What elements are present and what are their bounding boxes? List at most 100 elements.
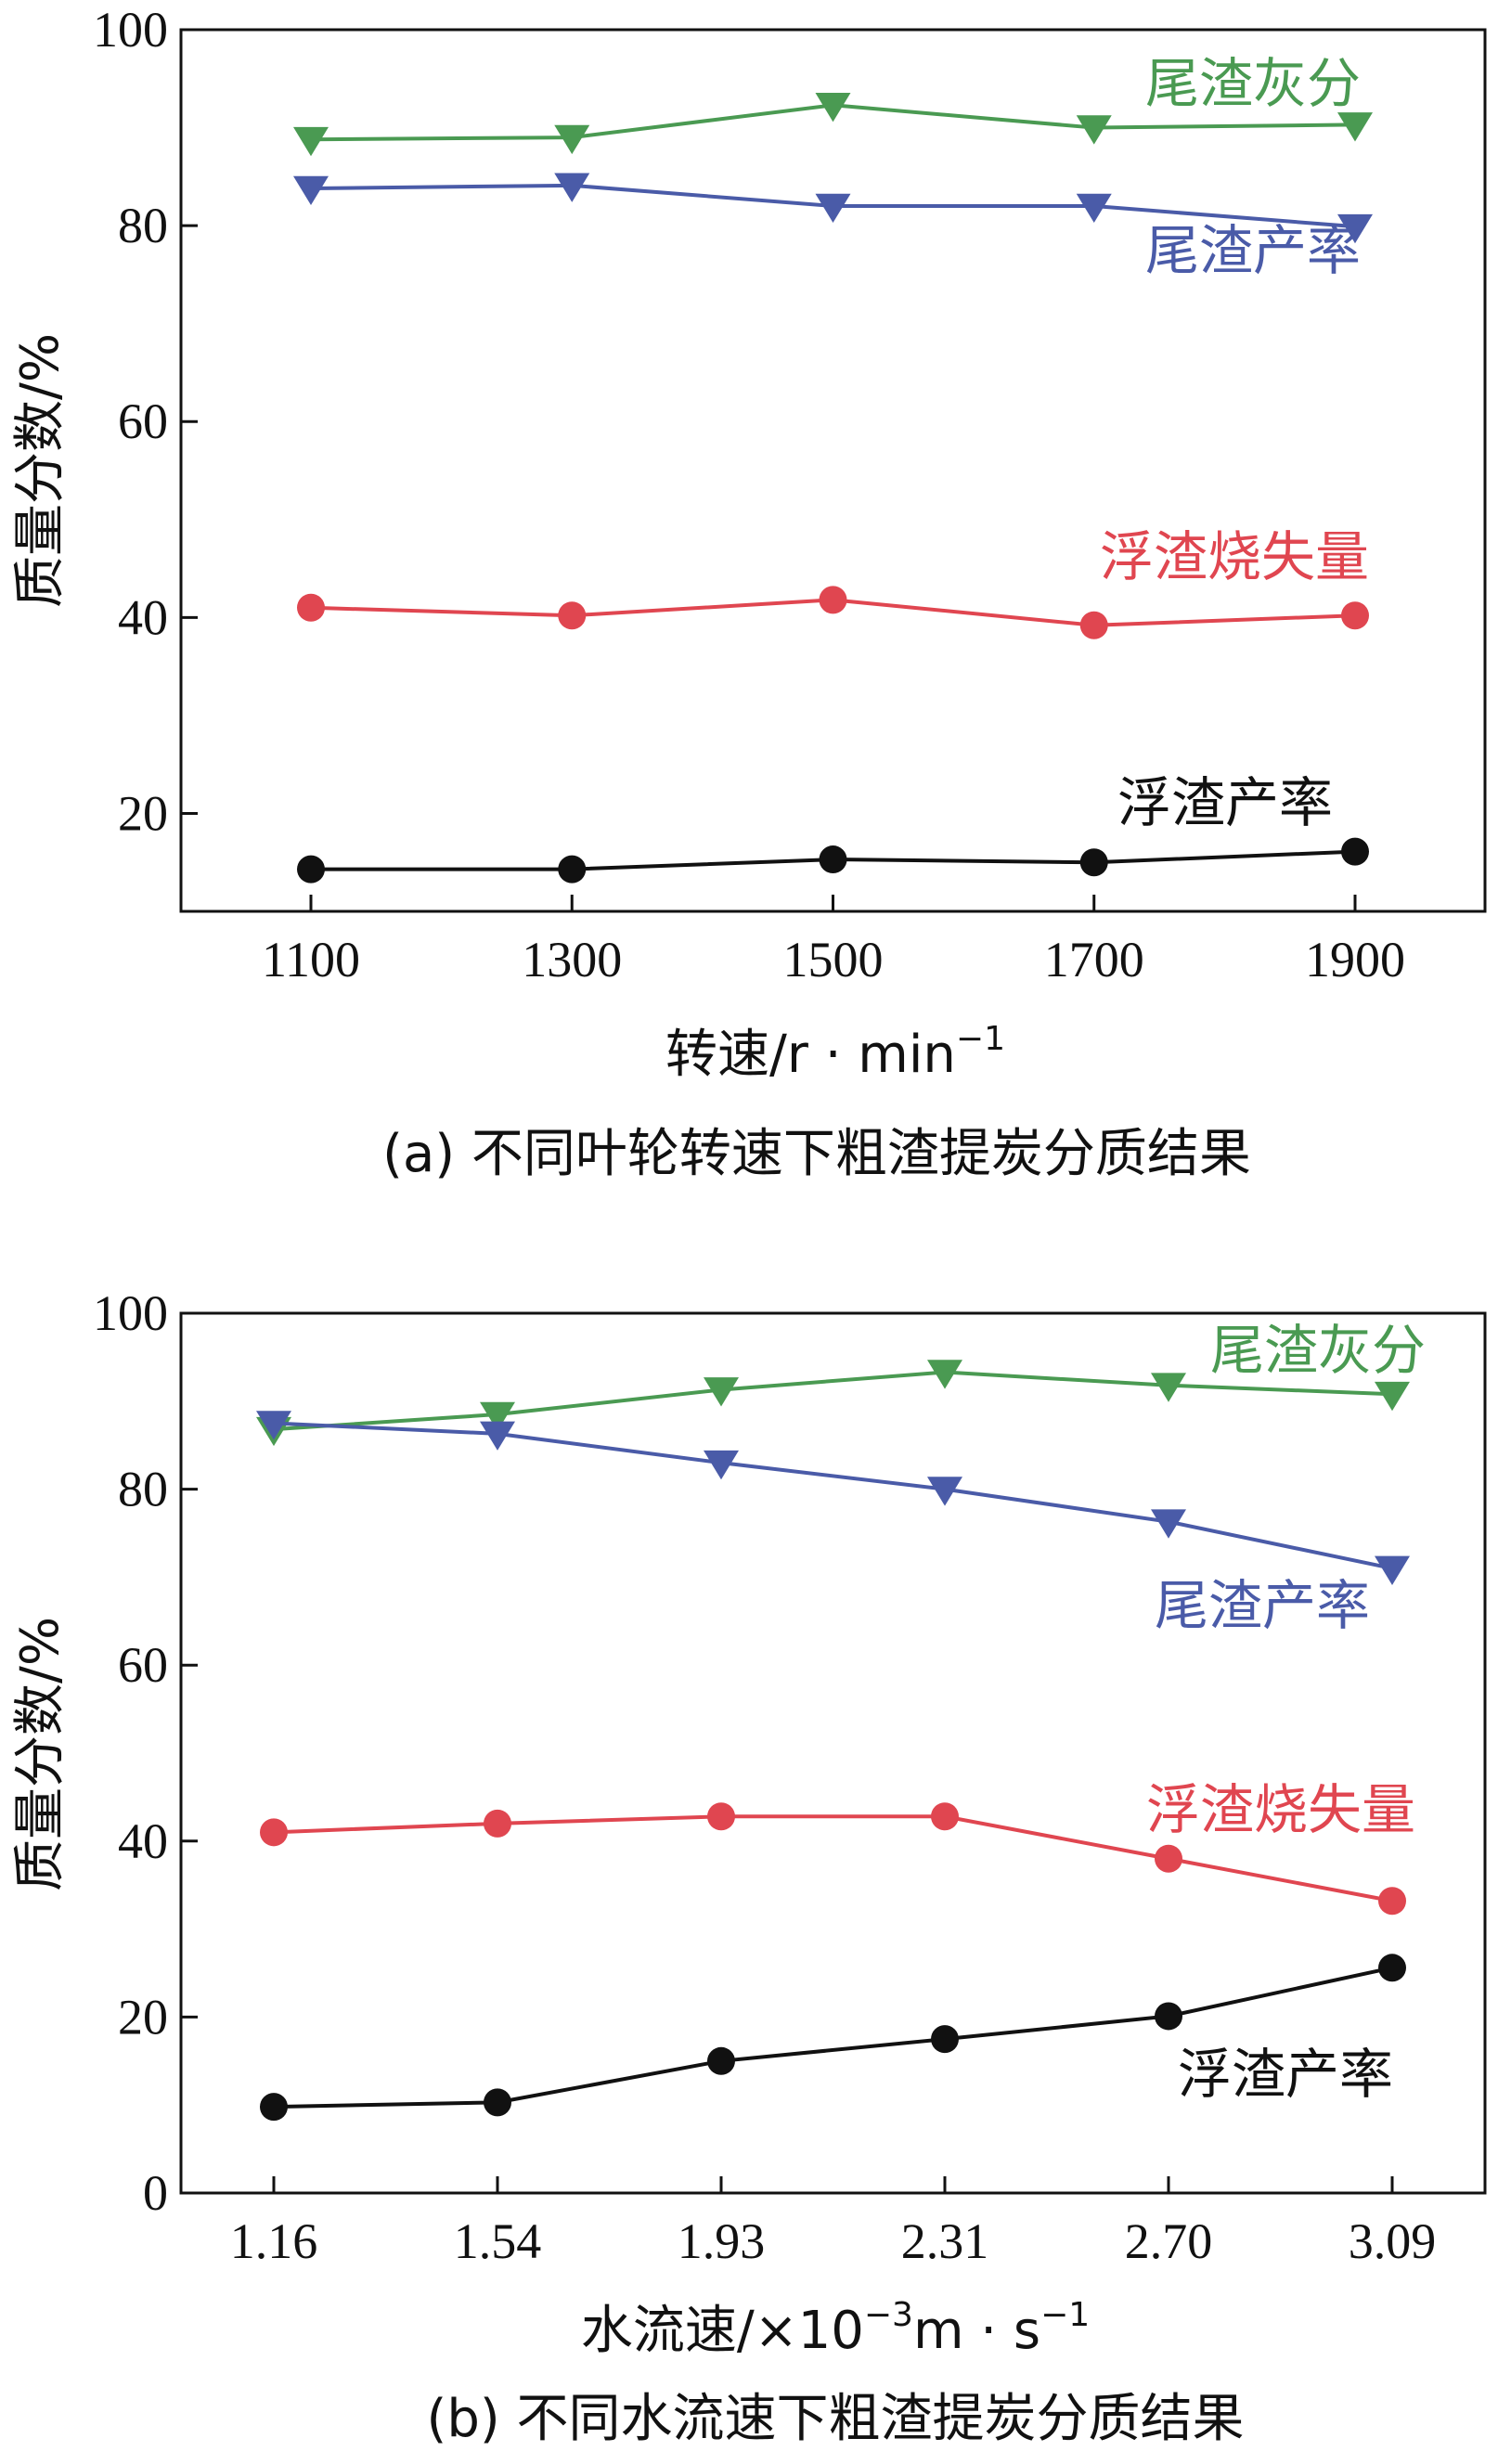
data-point — [484, 2088, 511, 2117]
series-尾渣产率 — [293, 173, 1373, 244]
data-point — [480, 1421, 515, 1451]
data-point — [1378, 1887, 1406, 1916]
y-tick-label: 40 — [118, 1813, 168, 1869]
x-tick-label: 1300 — [522, 932, 622, 987]
series-group-a — [293, 92, 1373, 884]
series-label: 浮渣产率 — [1178, 2043, 1393, 2106]
data-point — [1079, 611, 1108, 639]
y-tick-label: 0 — [143, 2165, 168, 2221]
x-axis-b: 1.16 1.54 1.93 2.31 2.70 3.09 — [230, 2176, 1437, 2269]
data-point — [931, 1802, 959, 1831]
data-point — [1151, 1373, 1186, 1402]
data-point — [297, 593, 325, 622]
series-尾渣灰分 — [293, 92, 1373, 157]
series-浮渣烧失量 — [297, 586, 1369, 639]
series-line — [273, 1814, 1393, 1903]
data-point — [1079, 848, 1108, 877]
data-point — [256, 1411, 291, 1440]
y-axis-title-a: 质量分数/% — [10, 333, 71, 608]
series-label: 浮渣烧失量 — [1100, 525, 1369, 588]
data-point — [554, 173, 590, 202]
data-point — [819, 845, 847, 874]
series-label: 浮渣烧失量 — [1146, 1778, 1415, 1841]
y-tick-label: 40 — [118, 589, 168, 645]
data-point — [704, 1450, 739, 1480]
x-axis-title-b-sup2: −1 — [1040, 2296, 1090, 2334]
x-tick-label: 1.16 — [230, 2213, 318, 2269]
panel-a: 20 40 60 80 100 1100 1300 1500 1700 1900 尾渣灰分尾渣产… — [10, 2, 1487, 1184]
series-浮渣产率 — [260, 1954, 1406, 2122]
data-point — [927, 1477, 962, 1506]
x-axis-title-a-sup: −1 — [956, 1020, 1005, 1058]
data-point — [704, 1377, 739, 1407]
data-point — [815, 92, 851, 123]
y-tick-label: 80 — [118, 198, 168, 253]
y-tick-label: 100 — [93, 2, 168, 58]
data-point — [558, 601, 587, 630]
x-tick-label: 1.93 — [678, 2213, 766, 2269]
x-tick-label: 1.54 — [454, 2213, 542, 2269]
caption-a: (a) 不同叶轮转速下粗渣提炭分质结果 — [382, 1124, 1251, 1184]
y-tick-label: 60 — [118, 393, 168, 449]
y-axis-a: 20 40 60 80 100 — [93, 2, 198, 841]
x-axis-a: 1100 1300 1500 1700 1900 — [262, 895, 1405, 987]
x-tick-label: 2.31 — [901, 2213, 989, 2269]
data-point — [293, 175, 329, 206]
data-point — [815, 193, 851, 224]
data-point — [819, 586, 847, 614]
series-label: 尾渣灰分 — [1145, 52, 1361, 115]
x-axis-title-b-main: 水流速/×10 — [581, 2301, 864, 2361]
data-point — [707, 1802, 735, 1831]
y-axis-title-b: 质量分数/% — [10, 1617, 71, 1891]
series-line — [273, 1966, 1393, 2109]
x-tick-label: 1100 — [262, 932, 360, 987]
y-tick-label: 20 — [118, 785, 168, 841]
x-tick-label: 2.70 — [1125, 2213, 1213, 2269]
data-point — [1375, 1381, 1410, 1412]
x-axis-title-a: 转速/r · min−1 — [665, 1020, 1005, 1085]
data-point — [1337, 213, 1373, 244]
data-point — [558, 855, 587, 884]
data-point — [1151, 1509, 1186, 1539]
series-label: 浮渣产率 — [1117, 771, 1333, 834]
y-tick-label: 100 — [93, 1285, 168, 1341]
data-point — [260, 2093, 288, 2122]
data-point — [484, 1809, 511, 1838]
x-tick-label: 1500 — [783, 932, 884, 987]
data-point — [1155, 1844, 1182, 1873]
data-point — [1076, 115, 1112, 145]
data-point — [260, 1818, 288, 1847]
x-axis-title-b-tail: m · s — [913, 2301, 1040, 2361]
x-axis-title-b-sup: −3 — [864, 2296, 913, 2334]
series-label: 尾渣灰分 — [1210, 1319, 1426, 1382]
data-point — [554, 124, 590, 155]
x-tick-label: 3.09 — [1349, 2213, 1437, 2269]
data-point — [1076, 193, 1112, 224]
y-tick-label: 60 — [118, 1637, 168, 1693]
data-point — [297, 855, 325, 884]
y-axis-b: 0 20 40 60 80 100 — [93, 1285, 198, 2221]
data-point — [1378, 1954, 1406, 1982]
series-label: 尾渣产率 — [1145, 219, 1361, 282]
x-axis-title-b: 水流速/×10−3m · s−1 — [581, 2296, 1090, 2361]
data-point — [1375, 1555, 1410, 1585]
series-line — [273, 1370, 1393, 1432]
series-label: 尾渣产率 — [1155, 1574, 1370, 1637]
data-point — [931, 2025, 959, 2054]
data-point — [480, 1401, 515, 1432]
data-point — [1337, 112, 1373, 142]
series-尾渣产率 — [256, 1411, 1410, 1585]
series-group-b — [256, 1360, 1410, 2122]
series-浮渣烧失量 — [260, 1802, 1406, 1916]
y-tick-label: 80 — [118, 1462, 168, 1517]
plot-frame-b — [179, 1311, 1487, 2195]
series-浮渣产率 — [297, 837, 1369, 884]
x-axis-title-a-main: 转速/r · min — [665, 1025, 956, 1085]
y-tick-label: 20 — [118, 1989, 168, 2045]
panel-b: 0 20 40 60 80 100 1.16 1.54 1.93 2.31 2.70 3.09 尾渣… — [10, 1285, 1487, 2449]
caption-b: (b) 不同水流速下粗渣提炭分质结果 — [426, 2389, 1244, 2449]
data-point — [1341, 601, 1369, 630]
